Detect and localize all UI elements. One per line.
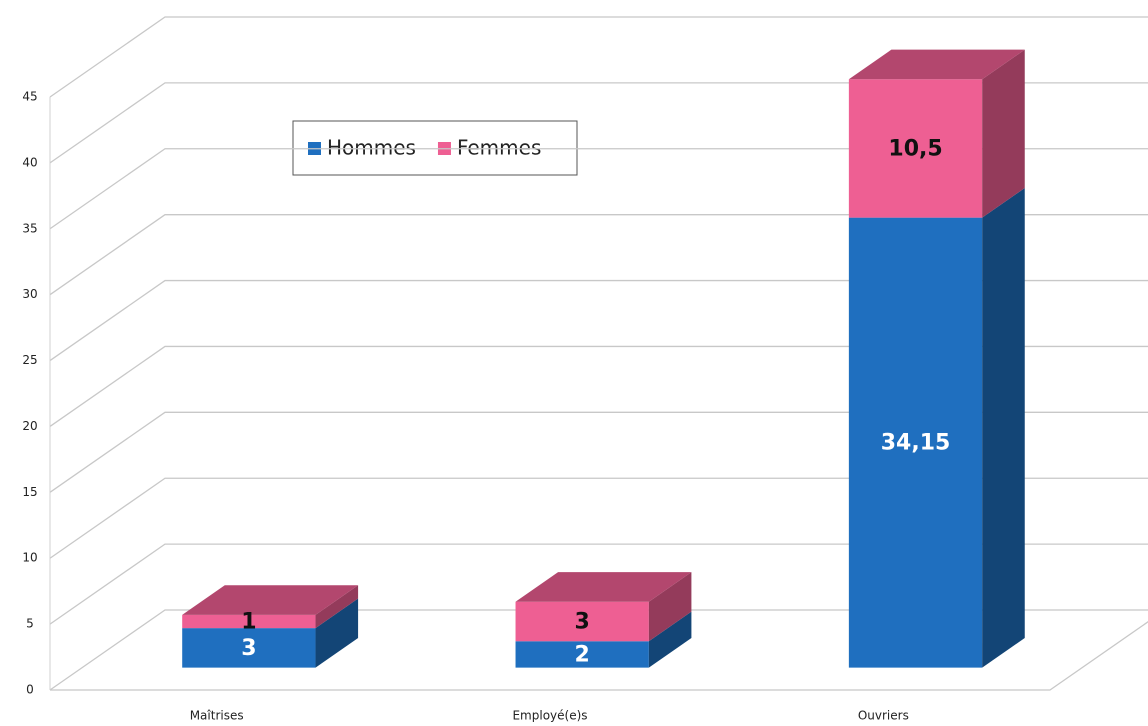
bar	[182, 585, 359, 629]
bar-front	[515, 601, 649, 642]
grid-line	[49, 82, 1148, 164]
x-tick-label: Ouvriers	[858, 709, 909, 723]
grid-line	[49, 214, 1148, 296]
y-tick-label: 5	[26, 617, 34, 631]
bar-front	[848, 79, 983, 218]
data-label: 2	[575, 642, 590, 667]
bar	[848, 49, 1025, 218]
bar-front	[515, 641, 649, 668]
bar	[182, 598, 359, 668]
bar	[515, 572, 692, 642]
bar-front	[182, 628, 316, 668]
data-label: 1	[241, 609, 256, 634]
data-label: 10,5	[888, 136, 942, 161]
floor-edge	[50, 621, 1148, 691]
data-label: 3	[241, 636, 256, 661]
y-tick-label: 25	[22, 353, 37, 367]
bar	[515, 611, 692, 668]
x-tick-label: Employé(e)s	[512, 709, 587, 723]
x-tick-label: Maîtrises	[190, 709, 244, 723]
legend: Hommes Femmes	[292, 120, 578, 176]
grid-line	[49, 543, 1148, 625]
grid-line	[49, 148, 1148, 230]
legend-label: Hommes	[327, 136, 416, 160]
grid-line	[49, 345, 1148, 427]
bar-top	[515, 572, 692, 602]
bar-top	[848, 49, 1025, 80]
y-tick-label: 35	[22, 221, 37, 235]
bar-front	[182, 614, 316, 629]
bar-top	[182, 585, 359, 615]
bar-side	[315, 598, 359, 668]
legend-box	[292, 120, 578, 176]
bar	[848, 187, 1025, 668]
bar-side	[982, 49, 1025, 218]
y-tick-label: 15	[22, 485, 37, 499]
y-tick-label: 0	[26, 683, 34, 697]
grid-line	[49, 16, 1148, 98]
bar-side	[648, 572, 692, 642]
bar-side	[648, 611, 692, 668]
bar-side	[982, 187, 1025, 668]
y-tick-label: 30	[22, 287, 37, 301]
y-tick-label: 10	[22, 551, 37, 565]
bar-side	[315, 585, 359, 629]
grid-line	[49, 477, 1148, 559]
y-tick-label: 20	[22, 419, 37, 433]
y-tick-label: 40	[22, 155, 37, 169]
data-label: 3	[575, 609, 590, 634]
grid-line	[49, 411, 1148, 493]
data-label: 34,15	[881, 431, 951, 456]
y-tick-label: 45	[22, 90, 37, 104]
grid-line	[49, 279, 1148, 362]
bar-front	[848, 217, 983, 668]
legend-label: Femmes	[457, 136, 541, 160]
grid-line	[49, 609, 1148, 691]
